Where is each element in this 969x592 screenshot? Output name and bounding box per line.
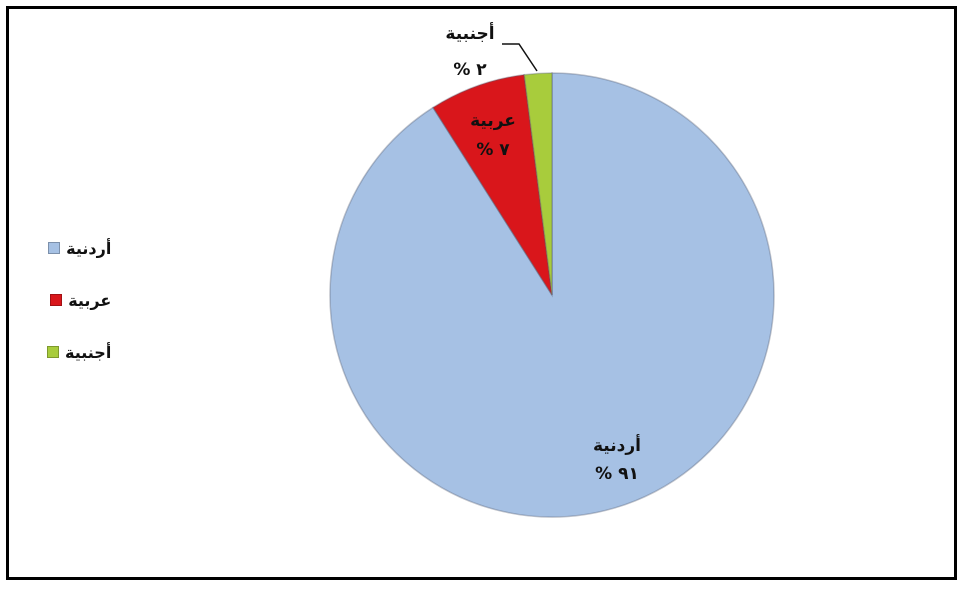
legend-item-foreign: أجنبية <box>47 341 111 363</box>
data-label-jordanian-value: % ٩١ <box>595 464 639 484</box>
legend-swatch-jordanian <box>48 242 61 254</box>
legend: أردنية عربية أجنبية <box>47 237 111 393</box>
chart-frame: أردنية % ٩١ عربية % ٧ أجنبية % ٢ أردنية عربية… <box>6 6 957 580</box>
pie-chart: أردنية % ٩١ عربية % ٧ أجنبية % ٢ <box>329 22 775 518</box>
data-label-jordanian-name: أردنية <box>593 434 641 456</box>
leader-line-foreign <box>502 43 538 72</box>
data-label-foreign-name: أجنبية <box>445 22 494 44</box>
legend-item-arab: عربية <box>47 289 111 311</box>
slice-foreign <box>523 72 553 296</box>
data-label-arab-name: عربية <box>470 111 516 131</box>
slice-jordanian <box>329 72 775 518</box>
data-label-arab-value: % ٧ <box>476 140 510 160</box>
slice-arab <box>432 73 553 296</box>
legend-label-jordanian: أردنية <box>66 238 112 258</box>
legend-label-arab: عربية <box>68 290 112 310</box>
legend-swatch-foreign <box>47 346 59 358</box>
legend-label-foreign: أجنبية <box>65 342 112 362</box>
data-label-foreign-value: % ٢ <box>453 60 487 80</box>
legend-swatch-arab <box>50 294 63 306</box>
legend-item-jordanian: أردنية <box>47 237 111 259</box>
